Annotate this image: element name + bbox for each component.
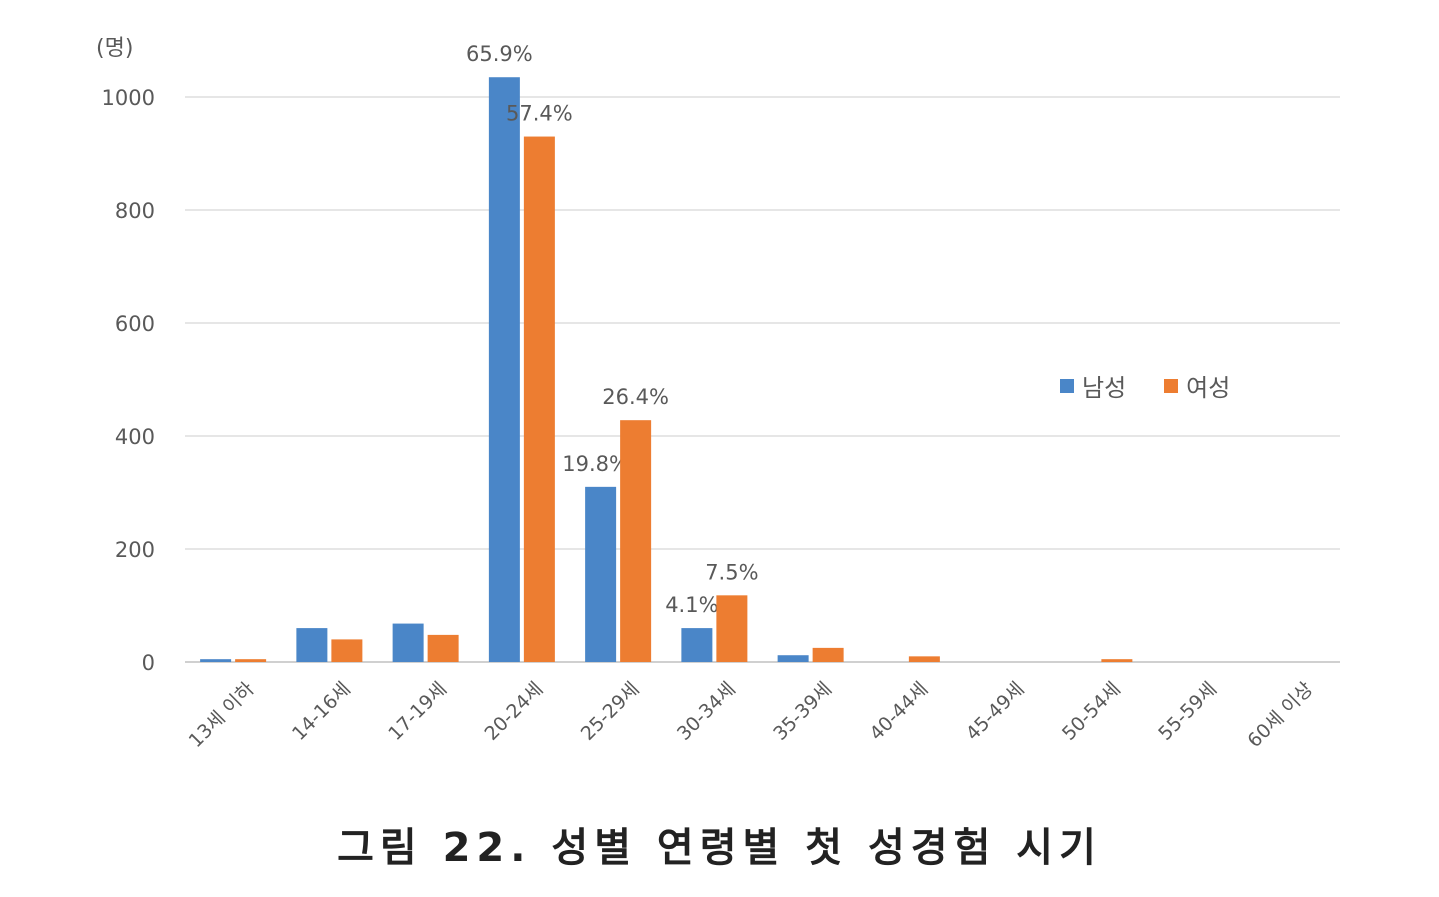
bar	[235, 659, 267, 662]
x-tick-label: 13세 이하	[185, 678, 259, 752]
bar	[585, 486, 617, 662]
legend-item-male: 남성	[1060, 368, 1126, 403]
figure-caption: 그림 22. 성별 연령별 첫 성경험 시기	[337, 825, 1102, 871]
data-label: 7.5%	[705, 560, 758, 584]
y-tick-label: 1000	[102, 86, 155, 110]
data-label: 19.8%	[562, 452, 629, 476]
chart-legend: 남성 여성	[1060, 368, 1230, 403]
x-tick-label: 14-16세	[288, 678, 355, 745]
bar	[200, 659, 232, 662]
legend-label-male: 남성	[1082, 374, 1127, 402]
bar	[392, 623, 424, 662]
bar	[777, 655, 809, 662]
bar	[427, 634, 459, 662]
data-label: 57.4%	[506, 102, 573, 126]
data-label: 4.1%	[665, 593, 718, 617]
x-tick-label: 20-24세	[480, 678, 547, 745]
x-tick-label: 60세 이상	[1243, 678, 1317, 752]
data-label: 26.4%	[602, 385, 669, 409]
bar	[1101, 659, 1133, 662]
y-tick-label: 600	[115, 312, 155, 336]
legend-item-female: 여성	[1164, 368, 1230, 403]
x-tick-label: 25-29세	[577, 678, 644, 745]
bar	[908, 656, 940, 662]
x-tick-label: 50-54세	[1058, 678, 1125, 745]
y-tick-label: 0	[142, 651, 155, 675]
legend-swatch-female	[1164, 378, 1179, 393]
bar	[488, 77, 520, 663]
y-tick-label: 200	[115, 538, 155, 562]
x-tick-label: 35-39세	[769, 678, 836, 745]
bar	[620, 420, 652, 662]
bar	[331, 639, 363, 662]
x-tick-label: 45-49세	[962, 678, 1029, 745]
y-tick-label: 400	[115, 425, 155, 449]
x-tick-label: 17-19세	[384, 678, 451, 745]
y-tick-label: 800	[115, 199, 155, 223]
bar	[716, 595, 748, 662]
x-tick-label: 55-59세	[1154, 678, 1221, 745]
bar	[681, 628, 713, 662]
data-label: 65.9%	[466, 42, 533, 66]
bar	[296, 628, 328, 662]
legend-label-female: 여성	[1186, 374, 1231, 402]
y-axis-unit: (명)	[96, 36, 134, 61]
x-tick-label: 40-44세	[865, 678, 932, 745]
bar	[812, 647, 844, 662]
bar	[523, 136, 555, 663]
legend-swatch-male	[1060, 378, 1074, 393]
x-tick-label: 30-34세	[673, 678, 740, 745]
